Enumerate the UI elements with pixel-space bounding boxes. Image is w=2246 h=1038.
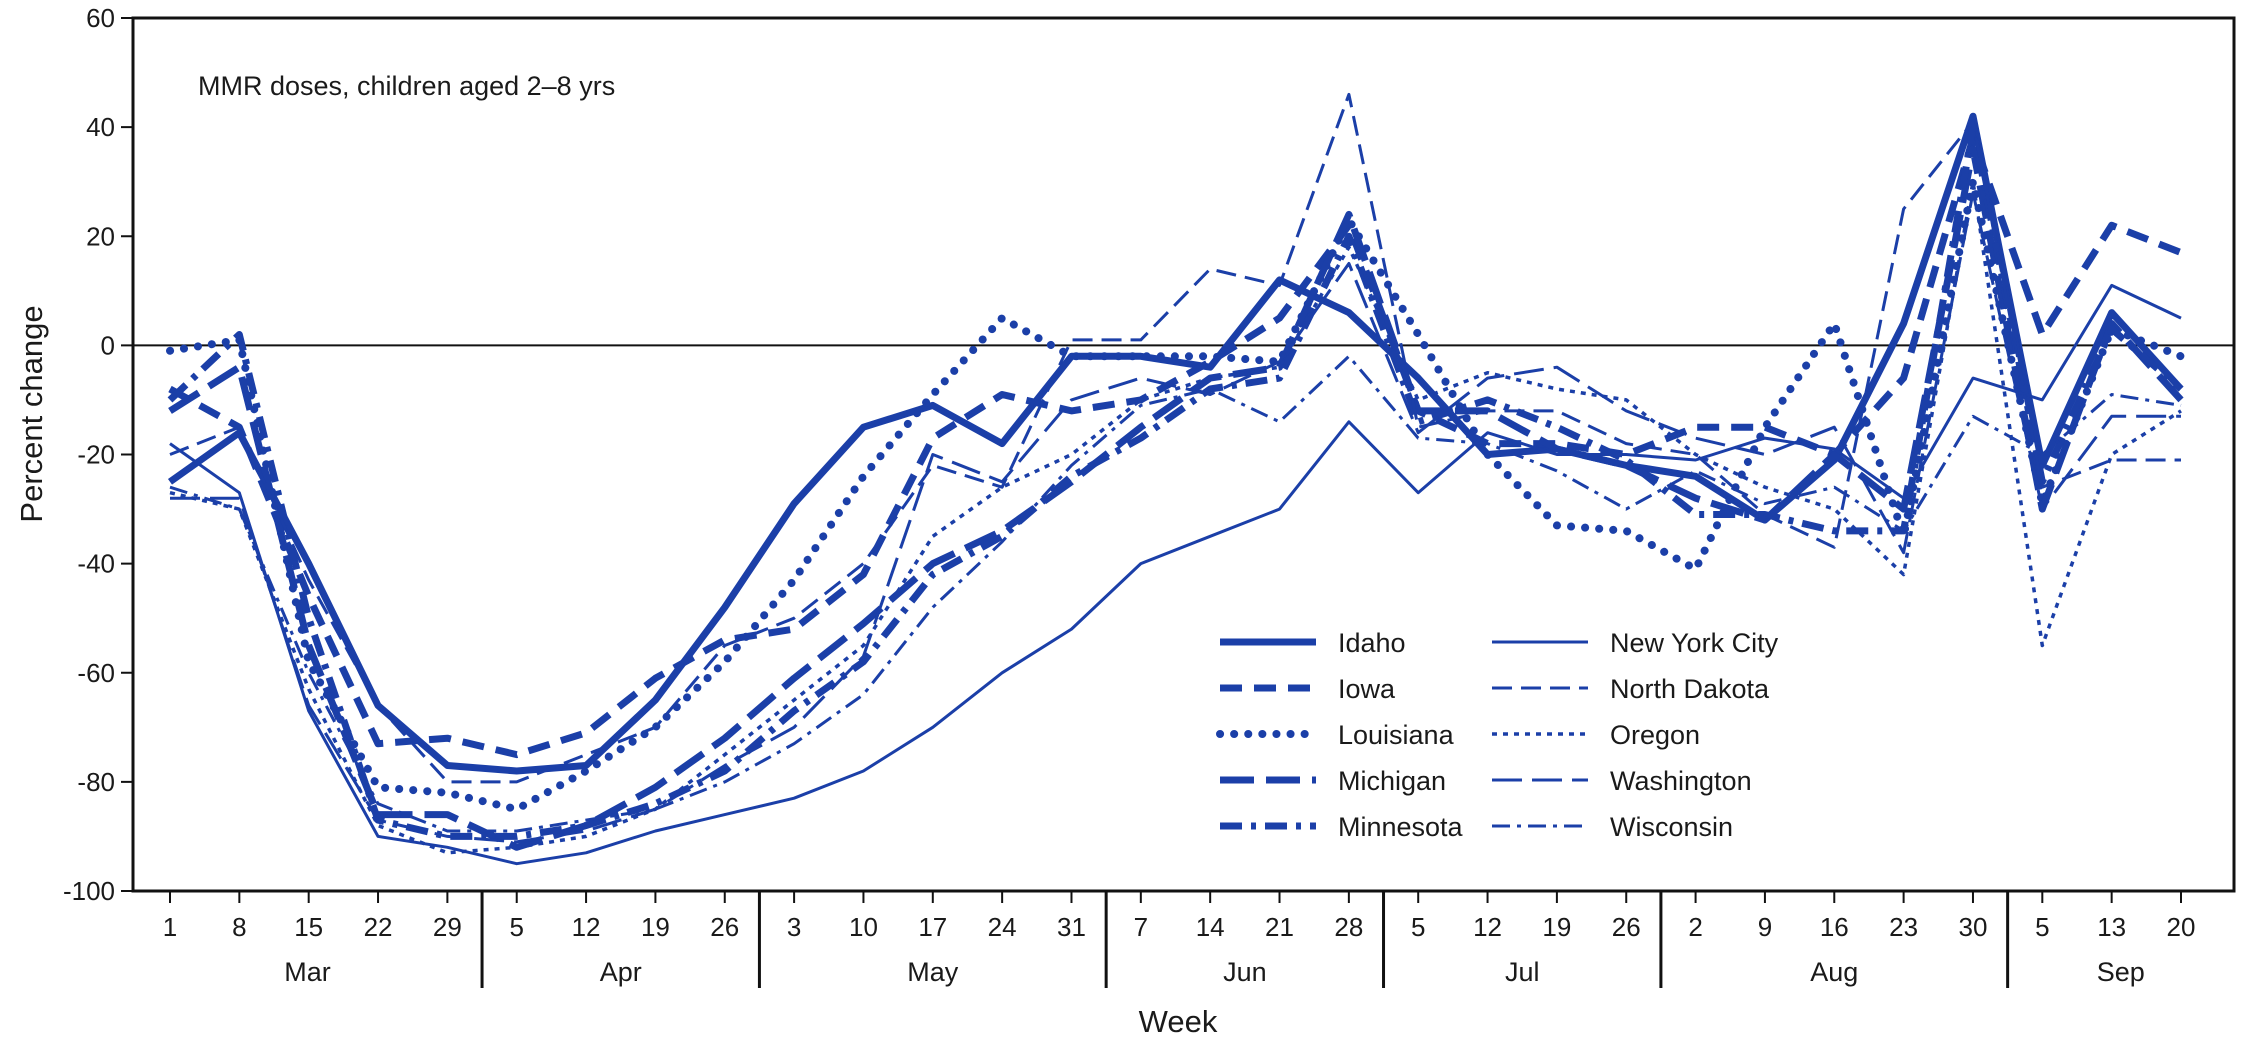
x-tick-label: 7 [1134,912,1148,942]
x-tick-label: 24 [988,912,1017,942]
series-line-wisconsin [169,354,2182,833]
x-tick-label: 3 [787,912,801,942]
y-axis-title: Percent change [14,305,49,522]
series-line-oregon [169,179,2182,855]
y-tick-label: -20 [77,440,115,470]
x-tick-label: 22 [364,912,393,942]
series-line-north-dakota [169,92,2181,784]
x-tick-label: 12 [1473,912,1502,942]
x-tick-label: 1 [163,912,177,942]
series-line-minnesota [167,123,2184,840]
x-tick-label: 20 [2167,912,2196,942]
legend-label-oregon: Oregon [1610,720,1700,750]
x-tick-label: 14 [1196,912,1225,942]
legend-label-michigan: Michigan [1338,766,1446,796]
x-tick-label: 13 [2097,912,2126,942]
legend-label-new-york-city: New York City [1610,628,1779,658]
x-tick-label: 19 [1542,912,1571,942]
legend-label-wisconsin: Wisconsin [1610,812,1733,842]
legend-label-louisiana: Louisiana [1338,720,1455,750]
x-tick-label: 30 [1959,912,1988,942]
x-tick-label: 19 [641,912,670,942]
series-line-iowa [168,134,2183,759]
x-tick-label: 26 [710,912,739,942]
y-tick-label: 60 [86,3,115,33]
y-tick-label: -60 [77,658,115,688]
axes [121,16,2236,988]
month-label: Apr [600,957,642,987]
x-tick-label: 17 [918,912,947,942]
chart-annotation: MMR doses, children aged 2–8 yrs [198,71,615,101]
series-line-washington [170,191,2181,844]
x-tick-label: 21 [1265,912,1294,942]
x-tick-label: 8 [232,912,246,942]
month-label: Sep [2097,957,2145,987]
series-lines [166,92,2185,866]
x-tick-label: 16 [1820,912,1849,942]
series-line-louisiana [166,177,2185,814]
x-tick-label: 26 [1612,912,1641,942]
y-tick-label: -40 [77,549,115,579]
x-tick-label: 23 [1889,912,1918,942]
y-tick-label: -100 [63,876,115,906]
x-tick-label: 5 [509,912,523,942]
legend-label-north-dakota: North Dakota [1610,674,1770,704]
legend: Idaho Iowa Louisiana Michigan Minnesota New Y… [1216,628,1779,842]
legend-label-idaho: Idaho [1338,628,1406,658]
x-tick-label: 31 [1057,912,1086,942]
x-tick-label: 15 [294,912,323,942]
x-tick-label: 5 [1411,912,1425,942]
x-tick-label: 29 [433,912,462,942]
y-tick-label: 20 [86,221,115,251]
x-tick-label: 10 [849,912,878,942]
legend-label-minnesota: Minnesota [1338,812,1464,842]
month-label: May [907,957,959,987]
y-tick-label: -80 [77,767,115,797]
x-tick-label: 5 [2035,912,2049,942]
month-label: Aug [1810,957,1858,987]
series-line-michigan [168,145,2184,851]
x-tick-label: 28 [1334,912,1363,942]
month-label: Jun [1223,957,1267,987]
month-label: Mar [284,957,331,987]
legend-label-washington: Washington [1610,766,1752,796]
legend-label-iowa: Iowa [1338,674,1396,704]
month-label: Jul [1505,957,1540,987]
x-tick-label: 9 [1758,912,1772,942]
series-line-idaho [167,112,2184,775]
series-line-new-york-city [169,283,2182,866]
x-tick-label: 12 [572,912,601,942]
y-tick-label: 0 [101,330,115,360]
y-tick-label: 40 [86,112,115,142]
x-tick-label: 2 [1688,912,1702,942]
x-axis-title: Week [1139,1004,1218,1038]
